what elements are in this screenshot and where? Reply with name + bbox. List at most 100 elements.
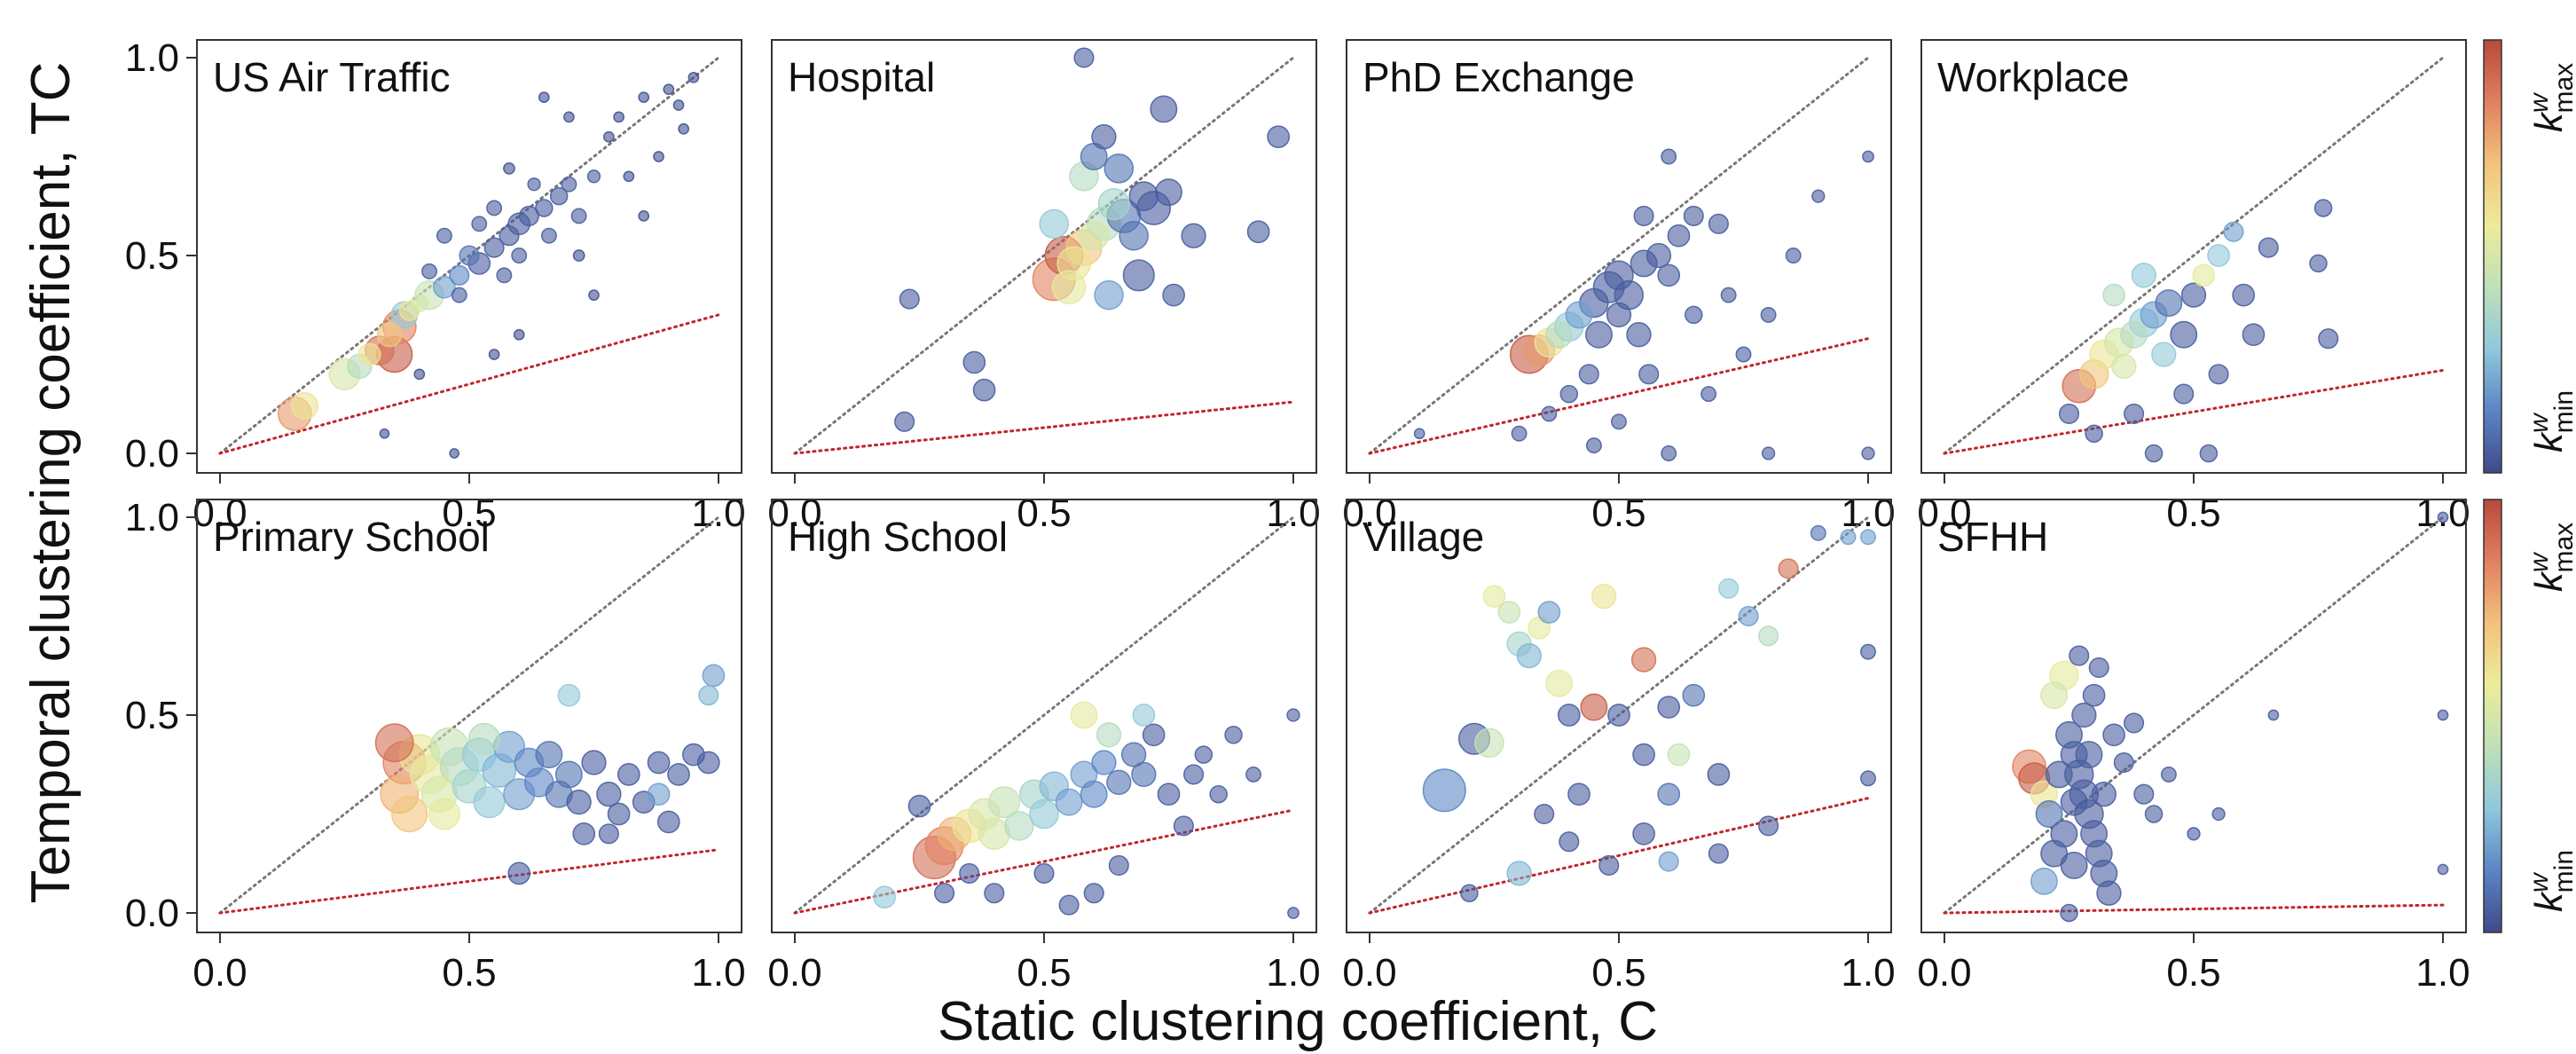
data-point	[2211, 806, 2226, 822]
data-point	[413, 368, 426, 381]
x-tick-label: 0.5	[2166, 951, 2220, 995]
data-point	[1131, 761, 1157, 788]
data-point	[1537, 601, 1561, 624]
data-point	[1760, 306, 1777, 323]
panel-title: SFHH	[1937, 514, 2048, 560]
data-point	[581, 750, 607, 775]
data-point	[379, 428, 390, 439]
data-point	[2133, 783, 2155, 805]
data-point	[561, 176, 577, 193]
data-point	[2091, 782, 2117, 807]
svg-text:kwmax: kwmax	[2525, 63, 2576, 132]
data-point	[873, 885, 897, 909]
data-point	[535, 741, 563, 769]
data-point	[2199, 444, 2219, 463]
colorbar-bottom-min-label: kwmin	[2525, 850, 2576, 912]
x-tick-label: 0.0	[192, 951, 247, 995]
data-point	[1632, 822, 1655, 846]
data-point	[374, 723, 414, 763]
data-point	[1738, 605, 1759, 627]
data-point	[483, 237, 505, 258]
data-point	[1150, 95, 1178, 123]
diagonal-line	[218, 515, 720, 915]
data-point	[1861, 446, 1875, 460]
data-point	[1094, 279, 1124, 311]
data-point	[2151, 342, 2177, 367]
data-point	[1778, 558, 1799, 579]
data-point	[1083, 883, 1104, 904]
data-point	[1735, 346, 1752, 363]
data-point	[291, 392, 318, 420]
data-point	[1720, 287, 1737, 303]
data-point	[1079, 220, 1109, 251]
plot-area	[1368, 515, 1876, 915]
data-point	[1565, 301, 1593, 329]
colorbar-top-max-label: kwmax	[2525, 63, 2576, 132]
data-point	[1626, 322, 1652, 348]
data-point	[511, 248, 528, 264]
data-point	[2437, 709, 2449, 721]
data-point	[1708, 843, 1729, 864]
x-tick-label: 0.5	[1017, 951, 1071, 995]
y-tick-label: 0.0	[125, 432, 179, 476]
y-tick-label: 0.5	[125, 234, 179, 278]
data-point	[1097, 187, 1130, 221]
data-point	[1657, 264, 1681, 287]
diagonal-line	[1943, 515, 2445, 915]
data-point	[1758, 625, 1779, 647]
panel-title: Village	[1363, 514, 1484, 560]
data-point	[638, 91, 650, 103]
data-point	[2187, 827, 2201, 841]
data-point	[1598, 854, 1620, 877]
svg-text:kwmin: kwmin	[2525, 850, 2576, 912]
colorbar-top-bar	[2483, 39, 2502, 474]
data-point	[1707, 763, 1731, 786]
data-point	[2096, 880, 2122, 906]
data-point	[1474, 728, 1504, 758]
data-point	[1413, 428, 1425, 440]
data-point	[588, 289, 600, 301]
x-tick-label: 1.0	[2415, 951, 2470, 995]
data-point	[2160, 766, 2177, 783]
data-point	[1667, 224, 1691, 248]
data-point	[638, 210, 650, 222]
data-point	[1033, 862, 1055, 884]
data-point	[540, 227, 557, 244]
data-point	[2085, 424, 2103, 443]
data-point	[678, 122, 690, 135]
data-point	[1194, 745, 1213, 764]
colorbar-top-min-label: kwmin	[2525, 390, 2576, 452]
data-point	[1128, 181, 1159, 211]
panel-title: Hospital	[788, 54, 935, 100]
panel-village: Village 0.0 0.5 1.0	[1342, 499, 1896, 995]
data-point	[2207, 244, 2230, 267]
data-point	[1657, 783, 1681, 806]
data-point	[1611, 413, 1627, 430]
x-tick-label: 1.0	[1266, 492, 1320, 535]
y-tick-label: 0.5	[125, 694, 179, 737]
x-tick-label: 1.0	[691, 951, 745, 995]
data-point	[603, 130, 615, 143]
data-point	[1039, 208, 1069, 240]
data-point	[538, 91, 550, 103]
data-point	[1422, 768, 1466, 813]
data-point	[653, 151, 664, 162]
data-point	[2223, 221, 2244, 242]
data-point	[488, 349, 500, 360]
y-tick-label: 1.0	[125, 496, 179, 539]
data-point	[1173, 815, 1194, 837]
y-tick-label: 1.0	[125, 36, 179, 80]
data-point	[1080, 780, 1108, 808]
panel-title: US Air Traffic	[213, 54, 451, 100]
data-point	[1209, 784, 1228, 804]
data-point	[962, 350, 986, 374]
data-point	[2124, 712, 2145, 734]
data-point	[1810, 524, 1826, 541]
data-point	[672, 99, 685, 111]
data-point	[421, 263, 437, 279]
svg-text:kwmin: kwmin	[2525, 390, 2576, 452]
plot-area	[793, 47, 1295, 455]
